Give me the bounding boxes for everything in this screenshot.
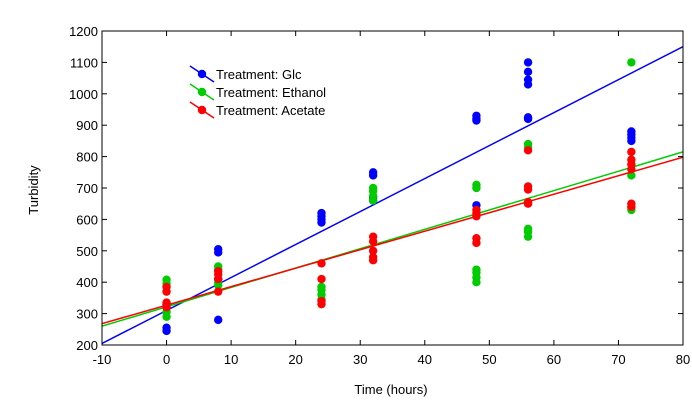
legend-entry-0: Treatment: Glc bbox=[189, 65, 302, 83]
data-point bbox=[627, 58, 636, 67]
legend-label: Treatment: Acetate bbox=[216, 103, 325, 118]
data-point bbox=[523, 224, 533, 234]
data-point bbox=[472, 265, 481, 274]
data-point bbox=[627, 127, 636, 136]
data-point bbox=[472, 111, 481, 120]
y-tick-label: 500 bbox=[76, 244, 98, 259]
x-tick-label: 10 bbox=[224, 352, 238, 367]
data-point bbox=[368, 246, 378, 255]
x-tick-label: 60 bbox=[547, 352, 561, 367]
y-tick-label: 900 bbox=[76, 118, 98, 133]
x-tick-label: 70 bbox=[611, 352, 625, 367]
x-tick-label: 40 bbox=[418, 352, 432, 367]
data-point bbox=[472, 205, 481, 215]
data-point bbox=[214, 245, 223, 254]
x-tick-label: -10 bbox=[93, 352, 112, 367]
regression-line bbox=[102, 156, 683, 325]
x-tick-label: 30 bbox=[353, 352, 367, 367]
y-tick-label: 400 bbox=[76, 275, 98, 290]
axes: -10 0 10 20 30 40 50 60 70 80 200 300 400 500 600 700 80… bbox=[69, 24, 690, 367]
data-point bbox=[317, 274, 326, 284]
y-tick-label: 200 bbox=[76, 338, 98, 353]
data-point bbox=[368, 252, 378, 262]
y-tick-label: 1100 bbox=[70, 55, 98, 70]
plot-area bbox=[102, 46, 683, 345]
x-tick-label: 0 bbox=[163, 352, 170, 367]
regression-line bbox=[102, 151, 683, 327]
data-point bbox=[368, 232, 378, 241]
data-point bbox=[368, 183, 378, 193]
data-point bbox=[523, 182, 533, 191]
data-point bbox=[627, 147, 636, 157]
regression-line bbox=[102, 46, 683, 345]
legend-marker bbox=[197, 87, 207, 97]
x-tick-label: 80 bbox=[676, 352, 690, 367]
y-tick-label: 600 bbox=[76, 212, 98, 227]
data-point bbox=[472, 180, 481, 190]
data-point bbox=[523, 113, 533, 122]
legend-marker bbox=[197, 69, 207, 79]
data-point bbox=[214, 315, 223, 325]
legend: Treatment: Glc Treatment: Ethanol Treatmen… bbox=[189, 65, 326, 119]
x-tick-label: 50 bbox=[482, 352, 496, 367]
data-point bbox=[317, 282, 326, 292]
legend-entry-1: Treatment: Ethanol bbox=[189, 83, 326, 101]
y-tick-label: 1200 bbox=[69, 24, 98, 39]
data-point bbox=[162, 275, 171, 284]
y-axis-title: Turbidity bbox=[26, 165, 41, 215]
series-2 bbox=[102, 146, 683, 325]
data-point bbox=[317, 218, 326, 227]
y-tick-label: 800 bbox=[76, 150, 98, 165]
data-point bbox=[523, 139, 533, 149]
data-point bbox=[368, 168, 378, 177]
data-point bbox=[214, 267, 223, 276]
data-point bbox=[627, 155, 636, 164]
legend-marker bbox=[197, 105, 207, 115]
x-axis-title: Time (hours) bbox=[354, 382, 427, 397]
data-point bbox=[523, 146, 533, 155]
data-point bbox=[317, 296, 326, 306]
data-point bbox=[317, 208, 326, 218]
y-tick-label: 700 bbox=[76, 181, 98, 196]
data-point bbox=[523, 58, 533, 67]
data-point bbox=[523, 75, 533, 84]
x-tick-label: 20 bbox=[288, 352, 302, 367]
legend-label: Treatment: Ethanol bbox=[216, 85, 326, 100]
data-point bbox=[162, 282, 171, 292]
data-point bbox=[472, 234, 481, 243]
data-point bbox=[627, 199, 636, 208]
legend-label: Treatment: Glc bbox=[216, 67, 302, 82]
data-point bbox=[523, 67, 533, 77]
y-tick-label: 300 bbox=[76, 307, 98, 322]
data-point bbox=[162, 323, 171, 332]
legend-entry-2: Treatment: Acetate bbox=[189, 101, 325, 119]
y-tick-label: 1000 bbox=[69, 87, 98, 102]
